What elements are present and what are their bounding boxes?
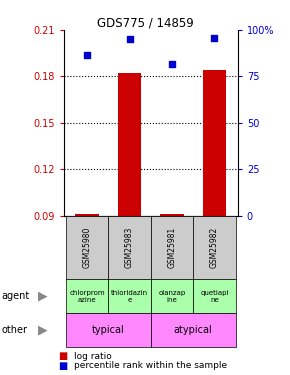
Bar: [203, 70, 226, 216]
Text: thioridazin
e: thioridazin e: [111, 290, 148, 303]
Text: atypical: atypical: [174, 325, 213, 335]
Text: log ratio: log ratio: [74, 352, 112, 361]
Bar: [66, 216, 108, 279]
Text: quetiapi
ne: quetiapi ne: [200, 290, 229, 303]
Text: GSM25980: GSM25980: [83, 227, 92, 268]
Bar: [66, 313, 151, 347]
Bar: [75, 214, 99, 216]
Text: percentile rank within the sample: percentile rank within the sample: [74, 361, 227, 370]
Text: typical: typical: [92, 325, 125, 335]
Bar: [193, 216, 236, 279]
Bar: [118, 74, 141, 216]
Point: [127, 36, 132, 42]
Bar: [151, 279, 193, 313]
Point: [85, 52, 89, 58]
Bar: [160, 214, 184, 216]
Text: ▶: ▶: [38, 290, 48, 303]
Bar: [66, 279, 108, 313]
Text: GSM25981: GSM25981: [168, 227, 177, 268]
Text: other: other: [1, 325, 28, 335]
Text: ■: ■: [58, 361, 67, 370]
Point: [170, 61, 174, 67]
Bar: [151, 216, 193, 279]
Text: GSM25982: GSM25982: [210, 227, 219, 268]
Bar: [151, 313, 236, 347]
Bar: [193, 279, 236, 313]
Text: GSM25983: GSM25983: [125, 227, 134, 268]
Text: olanzap
ine: olanzap ine: [158, 290, 186, 303]
Text: GDS775 / 14859: GDS775 / 14859: [97, 17, 193, 30]
Bar: [108, 279, 151, 313]
Point: [212, 35, 217, 41]
Text: ■: ■: [58, 351, 67, 361]
Text: chlorprom
azine: chlorprom azine: [69, 290, 105, 303]
Bar: [108, 216, 151, 279]
Text: ▶: ▶: [38, 324, 48, 336]
Text: agent: agent: [1, 291, 30, 301]
